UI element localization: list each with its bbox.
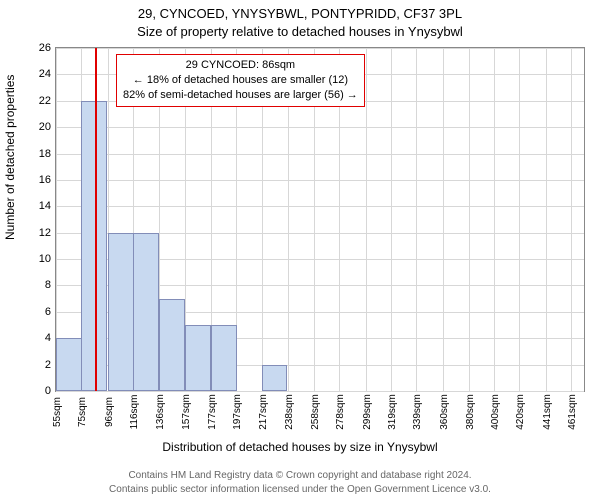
x-tick: 75sqm xyxy=(77,397,88,427)
y-tick: 20 xyxy=(39,121,51,133)
x-tick: 380sqm xyxy=(465,394,476,430)
x-tick: 339sqm xyxy=(412,394,423,430)
x-tick: 420sqm xyxy=(515,394,526,430)
histogram-bar xyxy=(133,233,159,391)
x-tick: 441sqm xyxy=(542,394,553,430)
grid-v xyxy=(443,48,444,391)
histogram-bar xyxy=(262,365,288,391)
grid-h xyxy=(56,391,584,392)
annotation-box: 29 CYNCOED: 86sqm ← 18% of detached hous… xyxy=(116,54,365,107)
y-tick: 12 xyxy=(39,227,51,239)
x-tick: 278sqm xyxy=(335,394,346,430)
y-tick: 24 xyxy=(39,68,51,80)
chart-title-1: 29, CYNCOED, YNYSYBWL, PONTYPRIDD, CF37 … xyxy=(0,6,600,21)
annot-line1: 29 CYNCOED: 86sqm xyxy=(186,59,295,71)
x-tick: 136sqm xyxy=(155,394,166,430)
chart-title-2: Size of property relative to detached ho… xyxy=(0,24,600,39)
grid-h xyxy=(56,127,584,128)
x-tick: 258sqm xyxy=(310,394,321,430)
x-tick: 177sqm xyxy=(207,394,218,430)
x-axis-label: Distribution of detached houses by size … xyxy=(0,440,600,454)
histogram-bar xyxy=(159,299,185,391)
grid-h xyxy=(56,206,584,207)
footer-line1: Contains HM Land Registry data © Crown c… xyxy=(128,470,471,481)
histogram-bar xyxy=(81,101,107,391)
annot-line2: ← 18% of detached houses are smaller (12… xyxy=(133,74,348,86)
x-tick: 55sqm xyxy=(52,397,63,427)
grid-v xyxy=(546,48,547,391)
grid-v xyxy=(469,48,470,391)
grid-v xyxy=(366,48,367,391)
histogram-bar xyxy=(211,325,237,391)
y-tick: 2 xyxy=(45,359,51,371)
histogram-bar xyxy=(56,338,82,391)
histogram-bar xyxy=(185,325,211,391)
x-tick: 238sqm xyxy=(284,394,295,430)
histogram-bar xyxy=(108,233,134,391)
grid-h xyxy=(56,48,584,49)
y-tick: 14 xyxy=(39,200,51,212)
x-tick: 157sqm xyxy=(181,394,192,430)
x-tick: 197sqm xyxy=(232,394,243,430)
grid-v xyxy=(391,48,392,391)
grid-v xyxy=(571,48,572,391)
x-tick: 319sqm xyxy=(387,394,398,430)
grid-h xyxy=(56,154,584,155)
y-axis-label: Number of detached properties xyxy=(3,75,17,240)
y-tick: 6 xyxy=(45,306,51,318)
grid-v xyxy=(519,48,520,391)
y-tick: 18 xyxy=(39,148,51,160)
histogram-plot: 0246810121416182022242655sqm75sqm96sqm11… xyxy=(55,47,585,392)
x-tick: 116sqm xyxy=(129,395,140,430)
grid-v xyxy=(494,48,495,391)
y-tick: 22 xyxy=(39,95,51,107)
property-marker-line xyxy=(95,48,97,391)
x-tick: 96sqm xyxy=(104,397,115,427)
footer-line2: Contains public sector information licen… xyxy=(109,484,491,495)
y-tick: 26 xyxy=(39,42,51,54)
annot-line3: 82% of semi-detached houses are larger (… xyxy=(123,89,358,101)
y-tick: 16 xyxy=(39,174,51,186)
x-tick: 400sqm xyxy=(490,394,501,430)
x-tick: 461sqm xyxy=(567,394,578,430)
grid-h xyxy=(56,180,584,181)
y-tick: 4 xyxy=(45,332,51,344)
footer-attribution: Contains HM Land Registry data © Crown c… xyxy=(0,469,600,496)
y-tick: 8 xyxy=(45,279,51,291)
x-tick: 360sqm xyxy=(439,394,450,430)
grid-v xyxy=(416,48,417,391)
y-tick: 10 xyxy=(39,253,51,265)
x-tick: 217sqm xyxy=(258,394,269,430)
y-tick: 0 xyxy=(45,385,51,397)
x-tick: 299sqm xyxy=(362,394,373,430)
